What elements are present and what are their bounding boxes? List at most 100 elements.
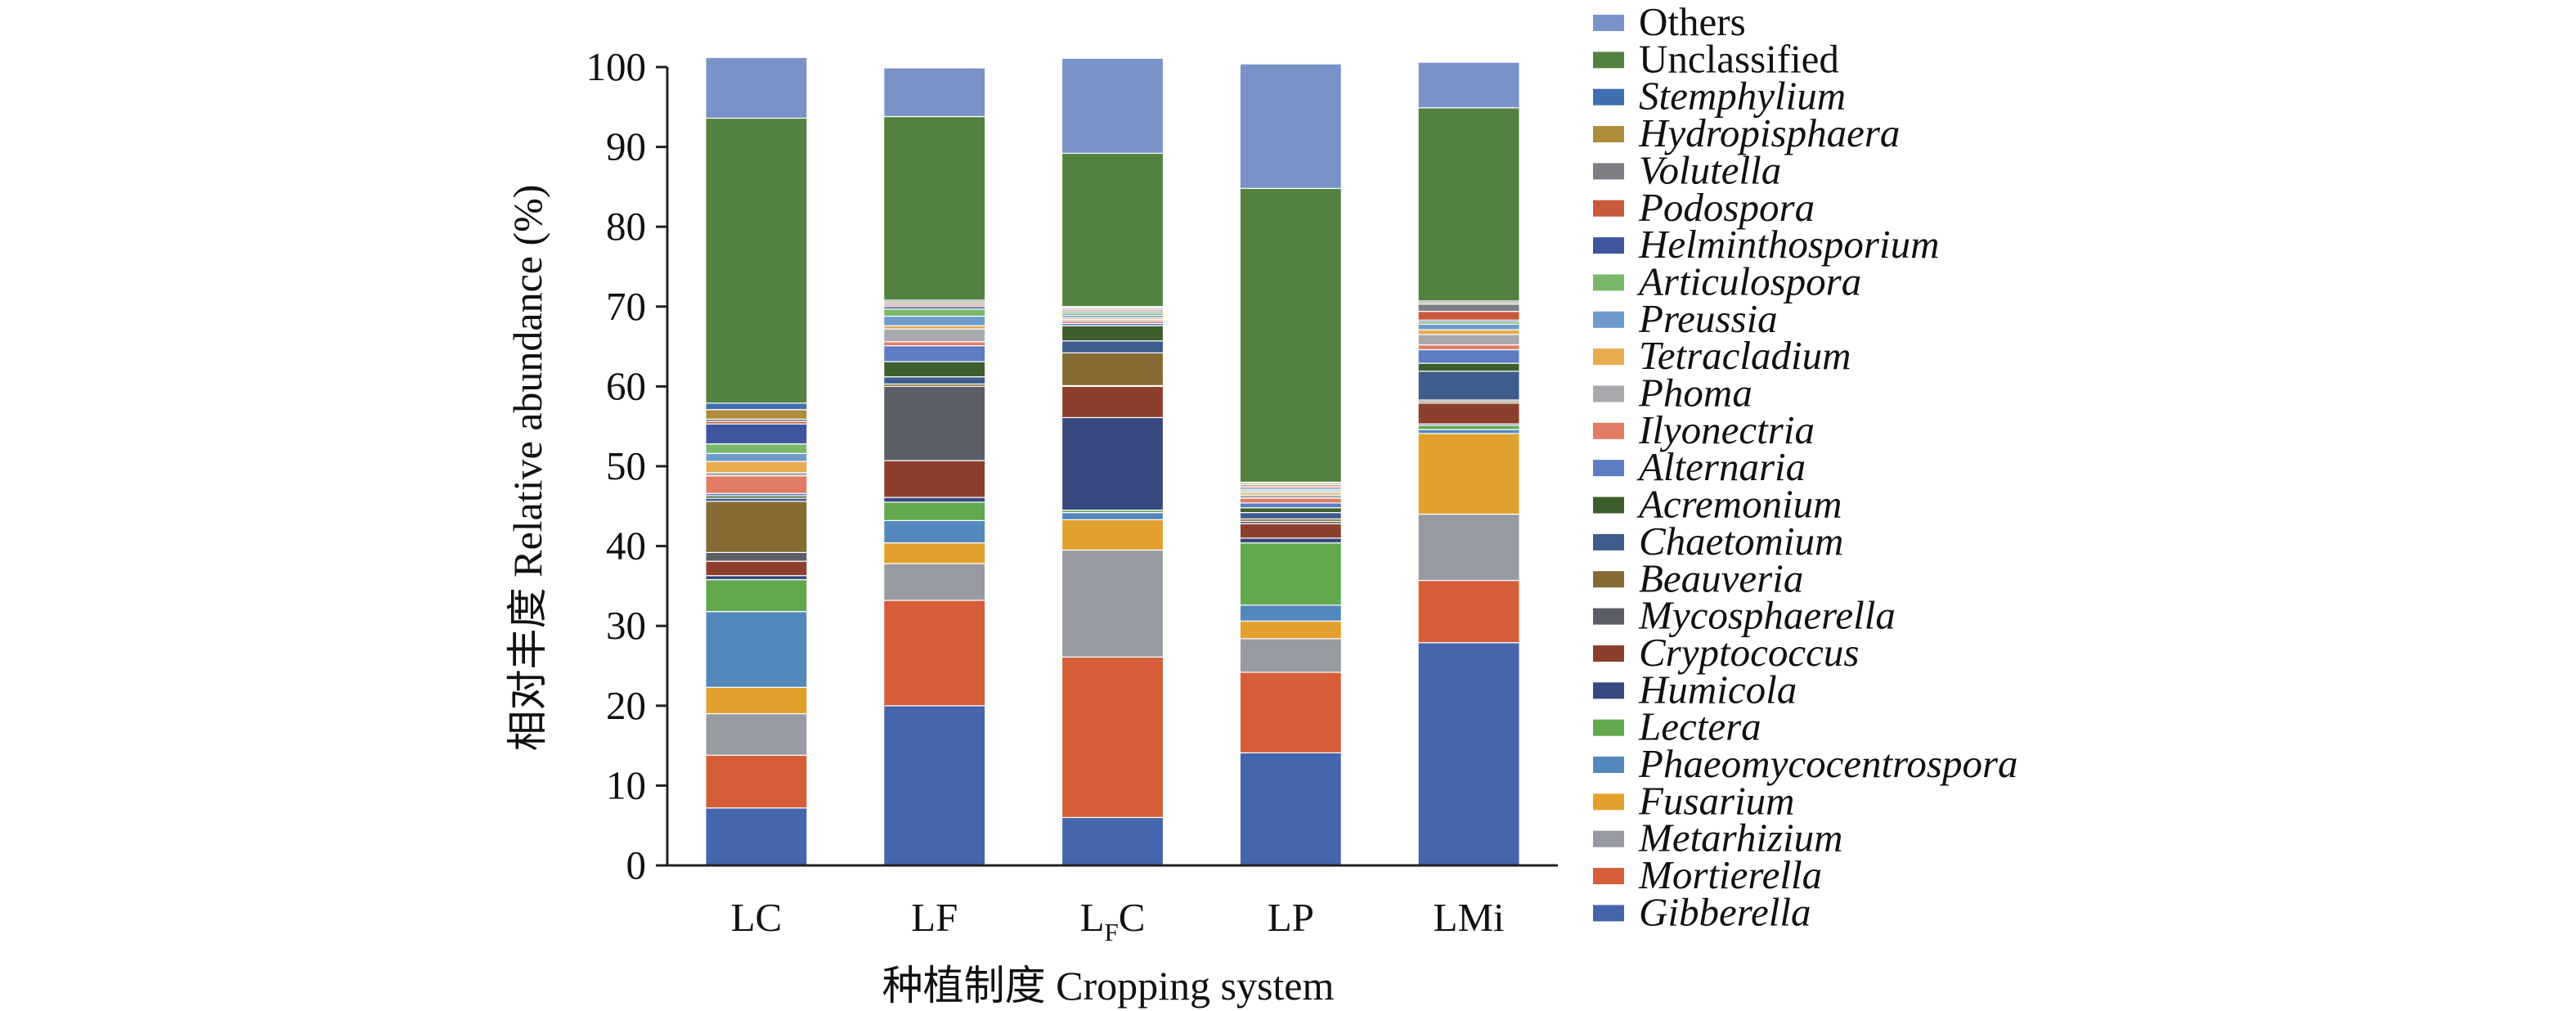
x-ticks: LC LF LFC LP LMi	[731, 895, 1505, 946]
legend-label: Lectera	[1638, 704, 1761, 749]
bar-segment-phaeomycocentrospora-2	[1061, 512, 1165, 520]
x-tick-label: LMi	[1434, 895, 1505, 940]
y-tick-label: 30	[606, 603, 646, 648]
bar-segment-humicola-3	[1239, 537, 1342, 544]
bar-segment-humicola-2	[1061, 416, 1165, 511]
legend: OthersUnclassifiedStemphyliumHydropispha…	[1593, 0, 2018, 934]
bar-segment-mortierella-3	[1239, 672, 1342, 753]
bar-segment-preussia-4	[1417, 323, 1520, 330]
bar-segment-gibberella-1	[883, 705, 986, 866]
bar-segment-cryptococcus-3	[1239, 523, 1342, 539]
legend-swatch	[1593, 385, 1624, 402]
bar-segment-phaeomycocentrospora-3	[1239, 604, 1342, 622]
legend-swatch	[1593, 460, 1624, 477]
bar-segment-others-0	[705, 56, 808, 119]
bar-segment-acremonium-2	[1061, 325, 1165, 342]
legend-label: Hydropisphaera	[1638, 110, 1900, 155]
legend-swatch	[1593, 422, 1624, 439]
bar-segment-others-1	[883, 67, 986, 118]
y-tick-label: 100	[586, 44, 647, 89]
bar-segment-cryptococcus-2	[1061, 385, 1165, 419]
legend-swatch	[1593, 237, 1624, 254]
bar-segment-fusarium-3	[1239, 620, 1342, 640]
bar-segment-ilyonectria-3	[1239, 497, 1342, 504]
bar-segment-phaeomycocentrospora-0	[705, 611, 808, 688]
x-axis-label: 种植制度 Cropping system	[882, 963, 1335, 1009]
legend-label: Articulospora	[1636, 258, 1861, 303]
legend-swatch	[1593, 905, 1624, 922]
bar-segment-metarhizium-0	[705, 712, 808, 756]
legend-label: Metarhizium	[1638, 816, 1843, 860]
bar-segment-unclassified-0	[705, 117, 808, 404]
bars-layer	[705, 56, 1520, 866]
bar-segment-tetracladium-0	[705, 461, 808, 474]
bar-segment-unclassified-1	[883, 115, 986, 301]
bar-segment-metarhizium-2	[1061, 549, 1165, 658]
bar-segment-ilyonectria-1	[883, 341, 986, 347]
legend-label: Cryptococcus	[1639, 630, 1859, 675]
bar-segment-alternaria-3	[1239, 502, 1342, 509]
legend-swatch	[1593, 497, 1624, 514]
legend-label: Ilyonectria	[1638, 407, 1815, 452]
bar-segment-cryptococcus-0	[705, 560, 808, 577]
bar-segment-chaetomium-4	[1417, 371, 1520, 401]
bar-segment-ilyonectria-0	[705, 475, 808, 494]
bar-segment-fusarium-0	[705, 686, 808, 715]
legend-swatch	[1593, 571, 1624, 588]
bar-segment-phoma-1	[883, 328, 986, 343]
legend-label: Phaeomycocentrospora	[1638, 741, 2018, 786]
bar-segment-metarhizium-1	[883, 563, 986, 601]
legend-swatch	[1593, 868, 1624, 885]
legend-swatch	[1593, 645, 1624, 662]
bar-segment-metarhizium-4	[1417, 513, 1520, 582]
legend-label: Tetracladium	[1639, 333, 1851, 378]
legend-label: Helminthosporium	[1638, 222, 1940, 267]
legend-label: Fusarium	[1638, 778, 1795, 823]
legend-swatch	[1593, 348, 1624, 366]
bar-segment-preussia-0	[705, 452, 808, 462]
bar-segment-mortierella-0	[705, 754, 808, 809]
bar-segment-mortierella-4	[1417, 579, 1520, 644]
bar-segment-unclassified-2	[1061, 152, 1165, 308]
legend-swatch	[1593, 52, 1624, 69]
bar-segment-chaetomium-3	[1239, 512, 1342, 520]
x-tick-label: LF	[911, 895, 958, 940]
y-tick-label: 60	[606, 363, 646, 408]
legend-label: Alternaria	[1636, 444, 1806, 489]
bar-segment-mortierella-1	[883, 600, 986, 707]
legend-label: Preussia	[1638, 296, 1778, 341]
y-axis-label: 相对丰度 Relative abundance (%)	[505, 185, 550, 752]
legend-label: Unclassified	[1639, 36, 1839, 81]
bar-segment-mycosphaerella-0	[705, 551, 808, 562]
legend-swatch	[1593, 793, 1624, 811]
legend-swatch	[1593, 533, 1624, 550]
bar-segment-lectera-1	[883, 501, 986, 521]
legend-label: Podospora	[1638, 185, 1815, 230]
bar-segment-chaetomium-1	[883, 376, 986, 385]
bar-segment-fusarium-4	[1417, 433, 1520, 515]
legend-swatch	[1593, 200, 1624, 217]
bar-segment-others-3	[1239, 63, 1342, 189]
bar-segment-mycosphaerella-1	[883, 385, 986, 461]
y-tick-label: 90	[606, 124, 646, 169]
bar-segment-unclassified-3	[1239, 187, 1342, 483]
y-tick-label: 0	[626, 842, 647, 887]
x-tick-label: LP	[1268, 895, 1314, 940]
legend-label: Acremonium	[1636, 482, 1842, 527]
bar-segment-alternaria-1	[883, 345, 986, 362]
bar-segment-lectera-3	[1239, 542, 1342, 606]
bar-segment-mortierella-2	[1061, 656, 1165, 819]
legend-swatch	[1593, 757, 1624, 773]
legend-label: Humicola	[1638, 667, 1797, 712]
legend-swatch	[1593, 311, 1624, 328]
bar-segment-others-4	[1417, 61, 1520, 109]
bar-segment-cryptococcus-1	[883, 460, 986, 498]
bar-segment-podospora-4	[1417, 311, 1520, 321]
x-tick-label: LFC	[1080, 895, 1146, 946]
bar-segment-unclassified-4	[1417, 107, 1520, 302]
legend-label: Volutella	[1639, 147, 1781, 192]
legend-swatch	[1593, 608, 1624, 625]
legend-swatch	[1593, 88, 1624, 106]
bar-segment-gibberella-4	[1417, 642, 1520, 866]
